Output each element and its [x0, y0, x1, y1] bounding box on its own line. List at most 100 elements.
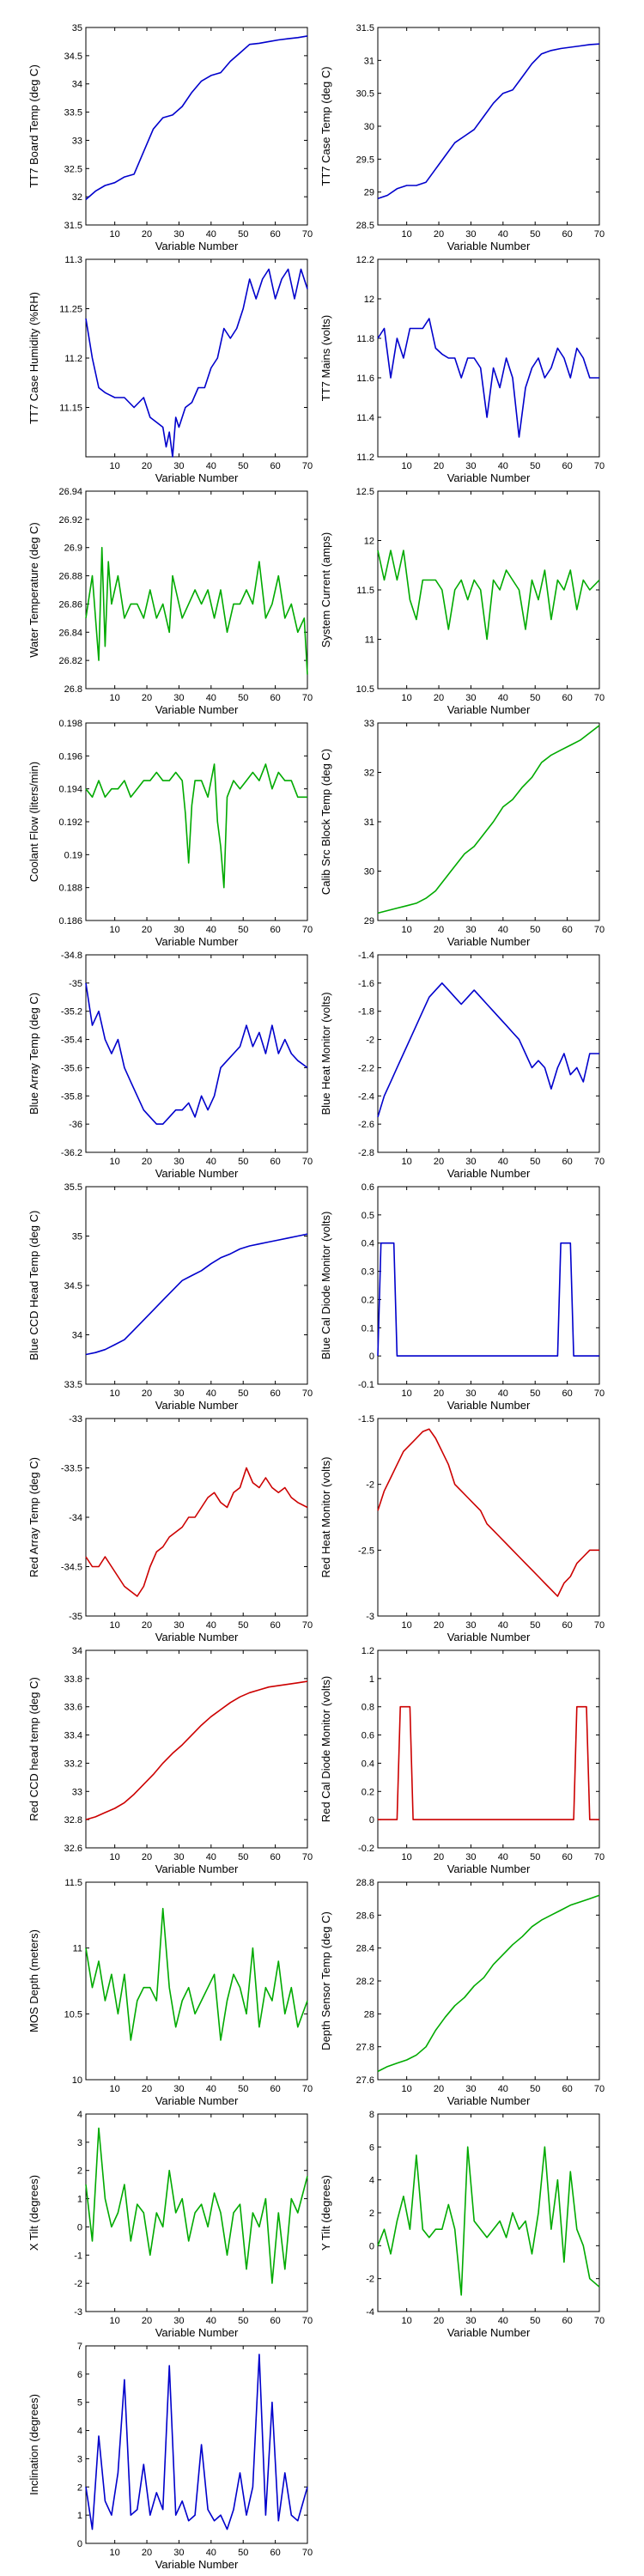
y-tick-label: 3 [77, 2138, 82, 2148]
x-axis-label: Variable Number [155, 1862, 239, 1875]
x-tick-label: 20 [434, 1620, 444, 1631]
y-tick-label: 35.5 [64, 1182, 82, 1193]
series-line [377, 1242, 599, 1357]
plot-frame [377, 722, 600, 921]
y-tick-label: 0.2 [361, 1295, 374, 1305]
x-tick-label: 10 [110, 693, 120, 703]
y-tick-label: 1 [77, 2195, 82, 2205]
x-tick-label: 60 [270, 1157, 280, 1167]
y-tick-label: 26.8 [64, 684, 82, 695]
x-tick-label: 70 [594, 1157, 605, 1167]
y-tick-label: 29 [364, 188, 374, 198]
x-tick-label: 10 [402, 1157, 412, 1167]
plot-frame [377, 258, 600, 458]
x-tick-label: 10 [110, 461, 120, 471]
y-tick-label: 11.8 [356, 334, 374, 344]
x-tick-label: 10 [110, 2084, 120, 2094]
y-tick-label: -1 [74, 2251, 82, 2261]
x-tick-label: 60 [562, 925, 572, 935]
plot-frame [377, 1881, 600, 2081]
x-tick-label: 30 [173, 1157, 184, 1167]
y-axis-label: Blue CCD Head Temp (deg C) [27, 1211, 40, 1361]
x-tick-label: 30 [173, 1620, 184, 1631]
x-tick-label: 70 [594, 2316, 605, 2326]
plot-frame [377, 1186, 600, 1385]
x-tick-label: 40 [498, 1157, 508, 1167]
y-tick-label: 29.5 [356, 155, 374, 165]
y-tick-label: 34.5 [64, 52, 82, 62]
chart-panel: 10 20 30 40 50 60 70 -4 -2 0 2 4 6 8 Variable Number Y … [319, 2110, 605, 2339]
x-tick-label: 40 [206, 229, 216, 240]
x-tick-label: 60 [562, 461, 572, 471]
y-tick-label: 11.4 [356, 413, 374, 423]
series-line [377, 318, 599, 438]
x-tick-label: 50 [530, 693, 540, 703]
x-tick-label: 50 [238, 461, 248, 471]
chart-panel: 10 20 30 40 50 60 70 29 30 31 32 33 Variable Number C… [319, 719, 605, 948]
y-tick-label: -34.5 [61, 1563, 82, 1573]
y-tick-label: 32 [364, 769, 374, 779]
y-tick-label: 0 [369, 1352, 374, 1362]
plot-frame [377, 1649, 600, 1849]
x-tick-label: 60 [270, 2084, 280, 2094]
x-axis-label: Variable Number [155, 703, 239, 716]
y-tick-label: 35 [72, 1232, 82, 1242]
y-tick-label: 6 [369, 2142, 374, 2153]
x-tick-label: 10 [402, 1620, 412, 1631]
x-tick-label: 50 [530, 2084, 540, 2094]
x-tick-label: 60 [562, 1620, 572, 1631]
series-line [85, 35, 308, 201]
chart-panel: 10 20 30 40 50 60 70 -3 -2 -1 0 1 2 3 4 Variable Number… [27, 2110, 313, 2339]
y-axis-label: Blue Array Temp (deg C) [27, 993, 40, 1115]
chart-panel: 10 20 30 40 50 60 70 0 1 2 3 4 5 6 7 Variable Number Inc… [27, 2342, 313, 2571]
x-tick-label: 70 [302, 1620, 313, 1631]
y-tick-label: 0.186 [58, 916, 82, 927]
y-tick-label: -35 [69, 1612, 82, 1622]
x-tick-label: 10 [110, 1620, 120, 1631]
y-tick-label: 0.6 [361, 1182, 374, 1193]
x-tick-label: 20 [434, 229, 444, 240]
series-line [378, 1705, 599, 1820]
x-tick-label: 20 [142, 2548, 152, 2558]
x-tick-label: 60 [562, 1388, 572, 1399]
x-tick-label: 40 [206, 2548, 216, 2558]
x-tick-label: 30 [173, 2084, 184, 2094]
y-axis-label: Y Tilt (degrees) [319, 2175, 332, 2251]
y-tick-label: 12.2 [356, 255, 374, 265]
y-tick-label: -35.2 [61, 1007, 82, 1018]
plot-frame [377, 1418, 600, 1617]
y-tick-label: 26.84 [58, 628, 82, 638]
x-tick-label: 30 [173, 2548, 184, 2558]
x-tick-label: 10 [402, 925, 412, 935]
y-tick-label: 6 [77, 2370, 82, 2380]
x-tick-label: 20 [142, 1852, 152, 1862]
y-tick-label: 12.5 [356, 487, 374, 497]
x-tick-label: 20 [142, 461, 152, 471]
series-line [377, 43, 600, 200]
x-tick-label: 20 [142, 1388, 152, 1399]
y-tick-label: 31 [364, 56, 374, 66]
series-line [377, 725, 600, 914]
x-tick-label: 30 [173, 2316, 184, 2326]
x-tick-label: 20 [142, 2316, 152, 2326]
x-tick-label: 50 [238, 1388, 248, 1399]
y-tick-label: 0.4 [361, 1239, 374, 1249]
y-tick-label: 27.6 [356, 2075, 374, 2086]
plot-frame [85, 1418, 308, 1617]
x-tick-label: 30 [465, 1620, 476, 1631]
x-tick-label: 70 [594, 693, 605, 703]
x-tick-label: 50 [238, 2084, 248, 2094]
y-axis-label: Depth Sensor Temp (deg C) [319, 1911, 332, 2050]
y-tick-label: 28.6 [356, 1911, 374, 1921]
y-axis-label: MOS Depth (meters) [27, 1929, 40, 2032]
x-tick-label: 50 [238, 693, 248, 703]
x-tick-label: 60 [562, 1157, 572, 1167]
y-tick-label: 33 [72, 1787, 82, 1797]
chart-panel: 10 20 30 40 50 60 70 -2.8 -2.6 -2.4 -2.2 -2 -1.8 -1.6… [319, 951, 605, 1180]
x-tick-label: 10 [402, 2316, 412, 2326]
x-tick-label: 40 [206, 1620, 216, 1631]
x-tick-label: 10 [402, 1388, 412, 1399]
plot-frame [85, 1649, 308, 1849]
y-tick-label: -1.5 [358, 1414, 374, 1425]
y-tick-label: 11 [365, 635, 374, 646]
